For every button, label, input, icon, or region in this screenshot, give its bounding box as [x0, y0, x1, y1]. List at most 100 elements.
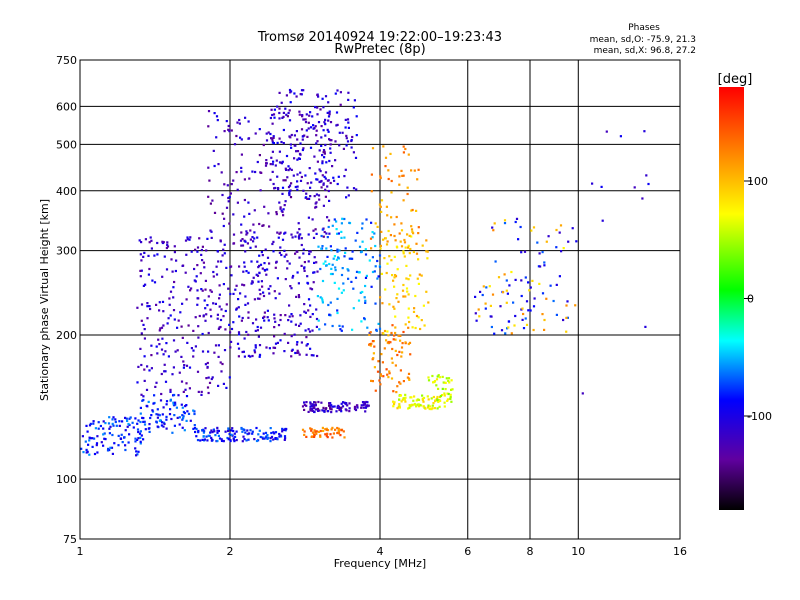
data-point — [245, 439, 248, 442]
data-point — [288, 304, 291, 307]
data-point — [334, 159, 337, 162]
data-point — [150, 414, 153, 417]
data-point — [140, 269, 143, 272]
data-point — [161, 337, 164, 340]
data-point — [390, 216, 393, 219]
data-point — [306, 197, 309, 200]
data-point — [308, 167, 311, 170]
data-point — [336, 248, 339, 251]
data-point — [92, 420, 95, 423]
data-point — [313, 271, 316, 274]
data-point — [357, 299, 361, 302]
data-point — [140, 259, 143, 262]
data-point — [378, 379, 381, 382]
data-point — [126, 419, 129, 422]
data-point — [520, 279, 523, 282]
data-point — [415, 405, 418, 408]
data-point — [399, 382, 402, 385]
data-point — [426, 257, 429, 260]
data-point — [182, 360, 185, 363]
data-point — [362, 401, 365, 404]
data-point — [294, 185, 297, 189]
data-point — [296, 188, 299, 191]
data-point — [316, 140, 319, 143]
data-point — [238, 333, 241, 336]
data-point — [412, 250, 415, 254]
data-point — [146, 305, 149, 308]
data-point — [309, 409, 312, 412]
data-point — [357, 271, 360, 274]
data-point — [252, 276, 255, 279]
data-point — [302, 118, 305, 121]
data-point — [161, 300, 165, 303]
data-point — [338, 324, 341, 327]
data-point — [256, 236, 259, 239]
data-point — [181, 336, 184, 339]
data-point — [305, 113, 308, 116]
data-point — [373, 345, 376, 348]
data-point — [371, 380, 374, 383]
data-point — [384, 156, 388, 159]
data-point — [405, 264, 408, 267]
data-point — [243, 355, 246, 358]
data-point — [288, 189, 291, 193]
data-point — [339, 103, 342, 106]
data-point — [249, 246, 252, 249]
data-point — [447, 379, 450, 382]
data-point — [278, 117, 281, 120]
data-point — [398, 381, 401, 384]
data-point — [161, 413, 164, 416]
data-point — [401, 289, 405, 292]
data-point — [220, 370, 223, 373]
data-point — [139, 442, 142, 445]
data-point — [346, 268, 349, 271]
data-point — [338, 144, 341, 147]
data-point — [151, 279, 154, 282]
data-point — [281, 430, 284, 433]
data-point — [146, 405, 149, 408]
data-point — [404, 295, 407, 298]
data-point — [207, 110, 211, 113]
data-point — [284, 179, 287, 182]
data-point — [271, 242, 274, 246]
data-point — [270, 435, 274, 438]
data-point — [302, 248, 305, 251]
data-point — [162, 324, 165, 327]
data-point — [112, 416, 115, 419]
data-point — [269, 427, 272, 430]
data-point — [412, 399, 415, 402]
data-point — [271, 122, 274, 125]
data-point — [528, 289, 531, 292]
data-point — [234, 288, 237, 291]
data-point — [296, 158, 299, 161]
data-point — [251, 322, 255, 325]
data-point — [407, 153, 410, 156]
data-point — [341, 217, 344, 220]
x-tick-label: 4 — [377, 545, 384, 558]
data-point — [240, 138, 243, 141]
data-point — [406, 233, 409, 236]
data-point — [520, 294, 523, 298]
data-point — [484, 302, 487, 305]
data-point — [314, 401, 317, 404]
data-point — [230, 265, 233, 268]
data-point — [541, 251, 544, 254]
data-point — [388, 370, 391, 373]
data-point — [317, 400, 320, 404]
data-point — [409, 353, 412, 356]
data-point — [87, 443, 90, 446]
data-point — [205, 377, 208, 380]
data-point — [400, 169, 403, 172]
data-point — [436, 395, 439, 399]
data-point — [432, 402, 435, 405]
data-point — [217, 355, 220, 358]
data-point — [220, 439, 224, 442]
data-point — [226, 184, 229, 187]
data-point — [520, 251, 523, 254]
data-point — [153, 254, 156, 257]
data-point — [522, 327, 526, 330]
data-point — [305, 353, 308, 356]
data-point — [241, 244, 245, 247]
data-point — [267, 212, 270, 215]
data-point — [382, 332, 385, 335]
